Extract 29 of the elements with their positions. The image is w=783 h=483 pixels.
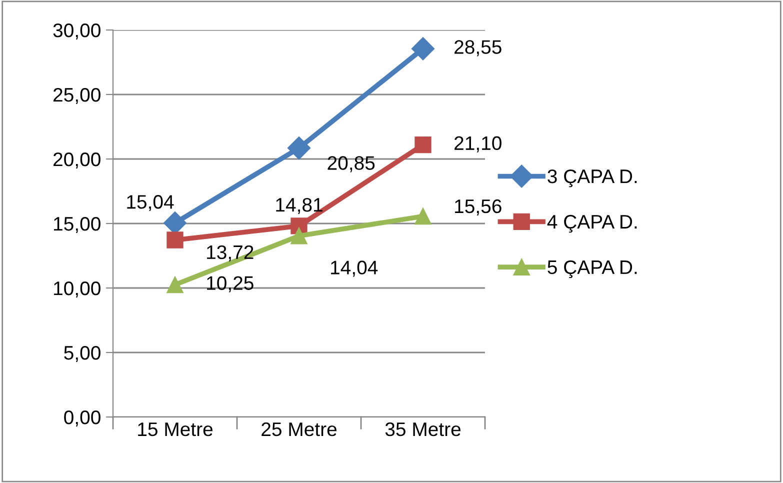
data-label: 21,10 bbox=[454, 136, 502, 152]
y-tick-label: 20,00 bbox=[54, 152, 100, 169]
data-label: 10,25 bbox=[207, 276, 254, 292]
data-label: 14,04 bbox=[331, 260, 378, 277]
x-tick-label: 15 Metre bbox=[138, 422, 213, 436]
point bbox=[166, 232, 184, 248]
legend-label: 5 ÇAPA D. bbox=[548, 260, 637, 278]
x-tick-label: 25 Metre bbox=[262, 422, 337, 436]
y-tick-label: 0,00 bbox=[64, 410, 100, 427]
point bbox=[414, 136, 432, 154]
point bbox=[290, 228, 308, 244]
point bbox=[166, 276, 184, 294]
point bbox=[414, 208, 432, 225]
legend-label: 3 ÇAPA D. bbox=[548, 169, 637, 188]
y-tick-label: 25,00 bbox=[54, 88, 100, 104]
y-tick-label: 15,00 bbox=[54, 216, 100, 234]
data-label: 14,81 bbox=[276, 198, 322, 214]
data-label: 13,72 bbox=[207, 245, 254, 262]
data-label: 15,04 bbox=[127, 194, 174, 212]
data-label: 15,56 bbox=[455, 199, 502, 216]
y-tick-label: 10,00 bbox=[54, 281, 100, 298]
data-label: 28,55 bbox=[454, 40, 502, 56]
legend-label: 4 ÇAPA D. bbox=[547, 214, 637, 233]
point bbox=[288, 136, 310, 160]
y-tick-label: 30,00 bbox=[53, 23, 100, 40]
point bbox=[412, 37, 434, 60]
y-tick-label: 5,00 bbox=[64, 346, 100, 362]
data-label: 20,85 bbox=[328, 156, 375, 172]
x-tick-label: 35 Metre bbox=[385, 422, 461, 436]
